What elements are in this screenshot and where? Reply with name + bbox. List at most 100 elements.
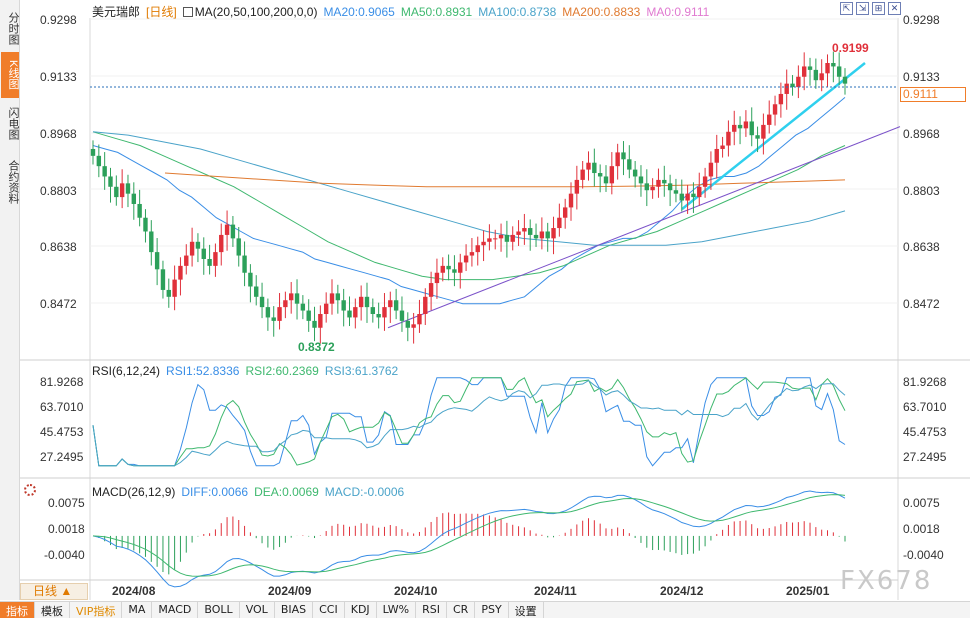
candle-body [300, 303, 306, 311]
rsi1-value: RSI1:52.8336 [166, 364, 240, 378]
candle-body [714, 148, 719, 163]
close-icon[interactable]: ✕ [888, 2, 901, 15]
toolbar-tab-psy[interactable]: PSY [475, 602, 509, 618]
candle-body [143, 217, 148, 232]
candle-body [166, 289, 171, 297]
candle-body [370, 307, 376, 315]
candle-body [382, 307, 387, 318]
rsi3-line [92, 379, 846, 467]
candle-body [265, 307, 271, 318]
tab-time-chart[interactable]: 分时图 [7, 11, 19, 45]
ma20-value: MA20:0.9065 [323, 5, 395, 19]
candle-body [230, 224, 236, 239]
candle-body [522, 228, 527, 232]
candle-body [154, 252, 160, 270]
dea-value: DEA:0.0069 [254, 485, 319, 499]
candle-body [347, 310, 352, 318]
candle-body [312, 320, 317, 328]
price-tick-left: 0.8803 [40, 184, 77, 198]
candle-body [644, 183, 649, 191]
low-price-label: 0.8372 [298, 340, 335, 354]
candle-body [767, 114, 772, 125]
toolbar-tab-lw[interactable]: LW% [377, 602, 417, 618]
diff-line [92, 490, 846, 588]
candle-body [195, 241, 201, 249]
candle-body [458, 262, 463, 273]
candle-body [393, 300, 399, 311]
candle-body [487, 238, 492, 242]
candle-body [446, 265, 451, 270]
toolbar-tab-cr[interactable]: CR [447, 602, 476, 618]
grid-icon[interactable]: ⊞ [872, 2, 885, 15]
candle-body [341, 300, 346, 311]
candle-body [137, 203, 142, 218]
toolbar-tab-macd[interactable]: MACD [152, 602, 199, 618]
main-legend: 美元瑞郎 [日线] MA(20,50,100,200,0,0) MA20:0.9065… [92, 3, 715, 20]
rsi-tick-right: 81.9268 [903, 375, 947, 389]
ma50-value: MA50:0.8931 [400, 5, 473, 19]
candle-body [807, 66, 813, 70]
indicator-settings-icon[interactable] [24, 484, 36, 496]
candle-body [551, 228, 556, 239]
candle-body [557, 217, 562, 229]
macd-tick-right: -0.0040 [903, 548, 944, 562]
candle-body [452, 269, 457, 273]
toolbar-tab-rsi[interactable]: RSI [416, 602, 447, 618]
candle-body [481, 241, 486, 246]
x-axis-label: 2025/01 [786, 584, 830, 598]
candle-body [224, 224, 230, 235]
candle-body [399, 310, 405, 321]
price-tick-left: 0.9298 [40, 13, 77, 27]
ma20-line [92, 97, 846, 305]
ma-icon [182, 7, 193, 17]
price-tick-left: 0.8968 [40, 127, 77, 141]
toolbar-tab-bias[interactable]: BIAS [275, 602, 314, 618]
toolbar-tab-template[interactable]: 模板 [35, 602, 70, 618]
candle-body [358, 296, 364, 308]
tab-contract-info[interactable]: 合约资料 [7, 160, 19, 204]
tab-kline-chart[interactable]: K线图 [1, 52, 19, 98]
cyan-trendline [681, 62, 866, 211]
symbol-name: 美元瑞郎 [92, 5, 141, 19]
candle-body [440, 265, 445, 273]
candle-body [294, 293, 300, 304]
candle-body [667, 183, 673, 191]
candle-body [125, 183, 131, 194]
candle-body [493, 238, 498, 240]
toolbar-tab-indicators[interactable]: 指标 [0, 602, 35, 618]
toolbar-tab-cci[interactable]: CCI [313, 602, 345, 618]
macd-legend: MACD(26,12,9) DIFF:0.0066 DEA:0.0069 MACD:-… [92, 485, 410, 499]
toolbar-tab-boll[interactable]: BOLL [198, 602, 240, 618]
candle-body [242, 255, 247, 273]
candle-body [790, 83, 795, 88]
rsi2-line [92, 377, 846, 467]
ma100-value: MA100:0.8738 [478, 5, 557, 19]
candle-body [761, 124, 766, 139]
candle-body [329, 293, 335, 304]
period-selector[interactable]: 日线 ▲ [20, 583, 88, 600]
toolbar-tab-settings[interactable]: 设置 [509, 602, 544, 618]
candle-body [423, 296, 428, 315]
rsi1-line [92, 377, 846, 467]
candle-body [813, 69, 819, 81]
expand-icon[interactable]: ⇱ [840, 2, 853, 15]
tab-flash-chart[interactable]: 闪电图 [7, 106, 19, 140]
macd-tick-right: 0.0075 [903, 496, 940, 510]
candle-body [842, 76, 848, 84]
shrink-icon[interactable]: ⇲ [856, 2, 869, 15]
candle-body [102, 166, 107, 177]
candle-body [388, 300, 393, 308]
candle-body [685, 193, 690, 201]
toolbar-tab-ma[interactable]: MA [122, 602, 153, 618]
toolbar-tab-vip[interactable]: VIP指标 [70, 602, 123, 618]
candle-body [796, 76, 801, 88]
toolbar-tab-kdj[interactable]: KDJ [345, 602, 377, 618]
candle-body [650, 186, 655, 191]
period-tag: [日线] [146, 5, 177, 19]
toolbar-tab-vol[interactable]: VOL [240, 602, 275, 618]
candle-body [533, 234, 539, 239]
price-tick-left: 0.9133 [40, 70, 77, 84]
candle-body [353, 307, 358, 318]
candle-body [248, 272, 253, 287]
